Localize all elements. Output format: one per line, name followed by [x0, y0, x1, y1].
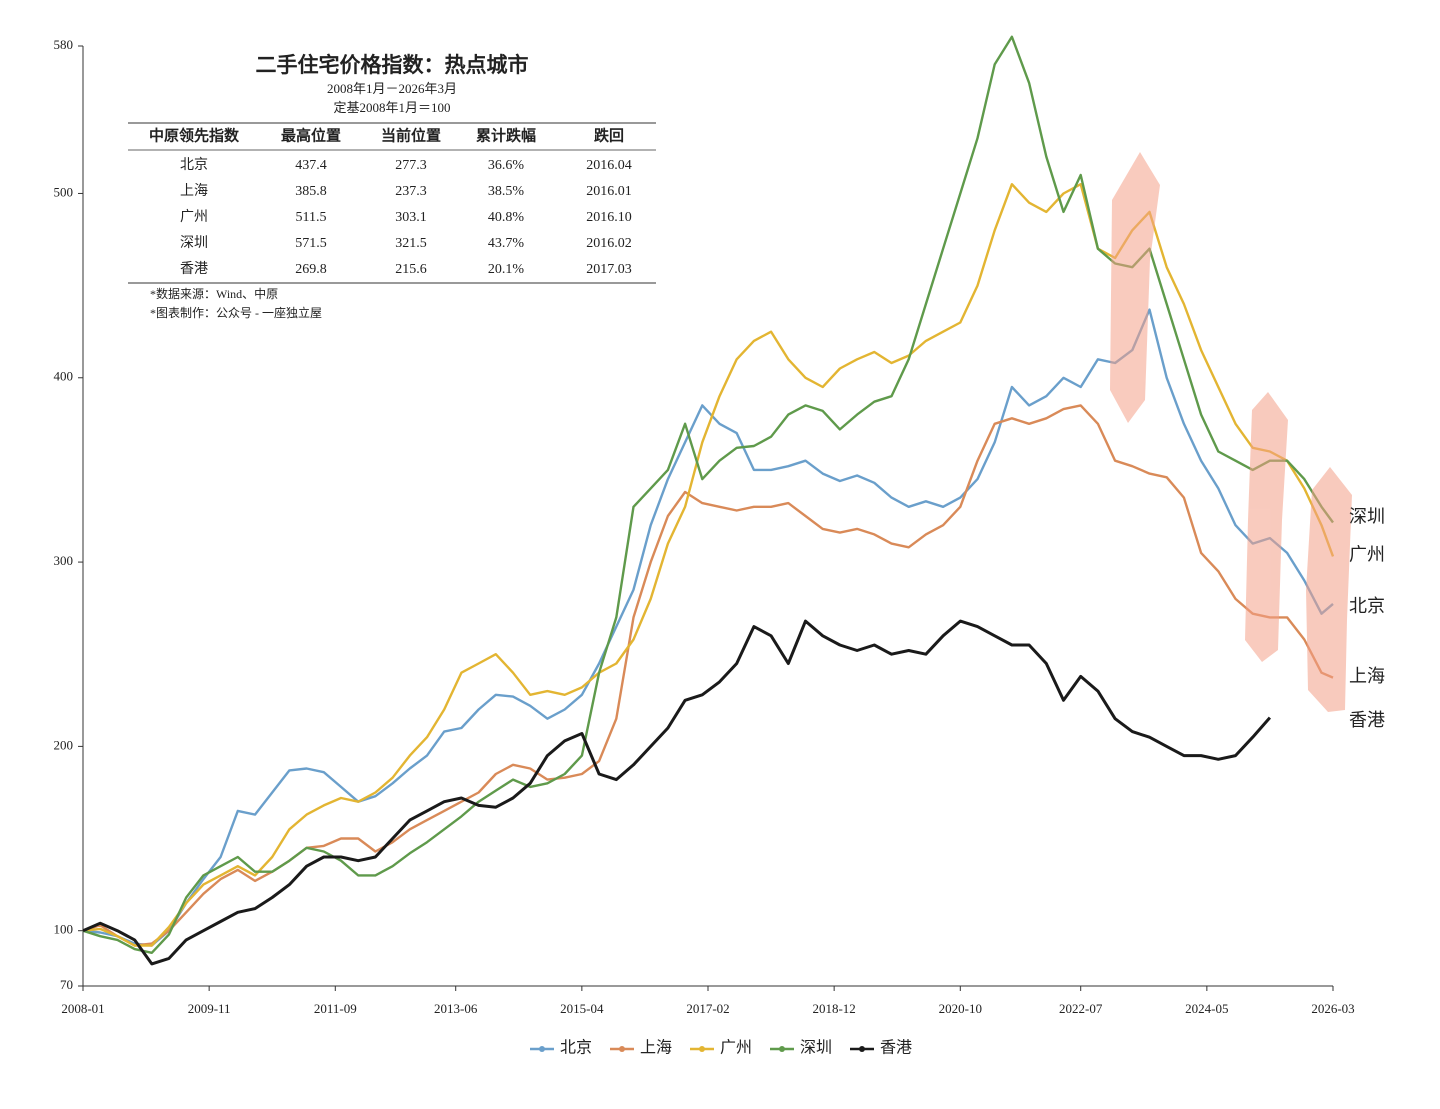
table-cell: 303.1 [395, 210, 427, 225]
subtitle: 定基2008年1月＝100 [333, 100, 450, 115]
table-header: 最高位置 [281, 126, 341, 144]
highlights [1110, 152, 1352, 712]
table-cell: 269.8 [295, 262, 327, 277]
y-tick-label: 400 [54, 369, 74, 384]
table-cell: 321.5 [395, 236, 427, 251]
table-cell: 2016.04 [586, 158, 632, 173]
x-tick-label: 2013-06 [434, 1001, 478, 1016]
series-line [82, 619, 1272, 966]
x-tick-label: 2026-03 [1311, 1001, 1354, 1016]
x-tick-label: 2024-05 [1185, 1001, 1228, 1016]
x-tick-label: 2017-02 [686, 1001, 729, 1016]
table-header: 当前位置 [381, 126, 441, 144]
highlight [1306, 467, 1352, 712]
table-cell: 36.6% [488, 158, 525, 173]
table-header: 跌回 [594, 127, 624, 144]
table-cell: 437.4 [295, 158, 327, 173]
legend-label: 香港 [880, 1039, 912, 1057]
y-tick-label: 500 [54, 184, 74, 199]
table-cell: 277.3 [395, 158, 427, 173]
table-cell: 2016.02 [586, 236, 632, 251]
table-cell: 237.3 [395, 184, 427, 199]
note: *图表制作：公众号 - 一座独立屋 [150, 305, 322, 320]
legend-swatch [859, 1046, 865, 1052]
legend-label: 广州 [720, 1039, 752, 1057]
y-tick-label: 200 [54, 737, 74, 752]
table-cell: 215.6 [395, 262, 427, 277]
subtitle: 2008年1月－2026年3月 [327, 81, 457, 96]
y-tick-label: 300 [54, 553, 74, 568]
legend-label: 深圳 [800, 1039, 832, 1057]
end-label: 广州 [1349, 544, 1385, 564]
end-label: 香港 [1349, 710, 1385, 730]
legend-swatch [699, 1046, 705, 1052]
table-cell: 2017.03 [586, 262, 632, 277]
y-tick-label: 70 [60, 977, 73, 992]
legend-swatch [539, 1046, 545, 1052]
table-cell: 广州 [180, 209, 208, 225]
table-cell: 上海 [180, 183, 208, 199]
table-cell: 38.5% [488, 184, 525, 199]
note: *数据来源：Wind、中原 [150, 286, 278, 301]
highlight [1110, 152, 1160, 423]
legend-label: 北京 [560, 1039, 592, 1057]
table-cell: 43.7% [488, 236, 525, 251]
x-tick-label: 2009-11 [188, 1001, 231, 1016]
table-cell: 2016.01 [586, 184, 632, 199]
table-cell: 北京 [180, 157, 208, 173]
ticks: 70 100 200 300 400 500 580 2008-01 2009-11 2011-0… [54, 37, 1355, 1016]
table-cell: 571.5 [295, 236, 327, 251]
series-line [82, 308, 1334, 947]
table-header: 累计跌幅 [476, 126, 536, 144]
table-header: 中原领先指数 [149, 126, 240, 144]
end-label: 深圳 [1349, 507, 1385, 527]
x-tick-label: 2015-04 [560, 1001, 604, 1016]
end-label: 北京 [1349, 596, 1385, 616]
table-cell: 40.8% [488, 210, 525, 225]
x-tick-label: 2018-12 [812, 1001, 855, 1016]
table-cell: 511.5 [296, 210, 327, 225]
x-tick-label: 2020-10 [939, 1001, 982, 1016]
y-tick-label: 580 [54, 37, 74, 52]
end-label: 上海 [1349, 666, 1385, 686]
x-tick-label: 2011-09 [314, 1001, 357, 1016]
table-cell: 385.8 [295, 184, 327, 199]
legend: 北京 上海 广州 深圳 香港 [530, 1039, 912, 1057]
y-tick-label: 100 [54, 922, 74, 937]
x-tick-label: 2008-01 [61, 1001, 104, 1016]
legend-swatch [779, 1046, 785, 1052]
series-line [82, 404, 1334, 947]
table-cell: 2016.10 [586, 210, 632, 225]
x-tick-label: 2022-07 [1059, 1001, 1103, 1016]
legend-label: 上海 [640, 1039, 672, 1057]
chart-title: 二手住宅价格指数：热点城市 [256, 53, 529, 77]
table-cell: 香港 [180, 261, 208, 277]
table-cell: 20.1% [488, 262, 525, 277]
legend-swatch [619, 1046, 625, 1052]
highlight [1245, 392, 1288, 662]
table-cell: 深圳 [180, 235, 208, 251]
